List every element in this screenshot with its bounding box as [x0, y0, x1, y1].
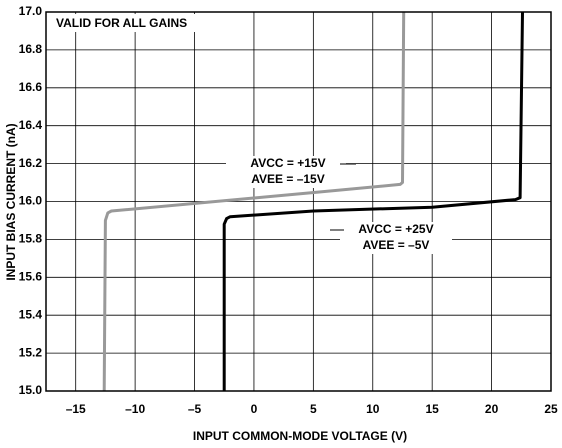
note: VALID FOR ALL GAINS — [56, 16, 187, 30]
x-tick-label: 5 — [310, 402, 317, 416]
y-tick-label: 16.8 — [19, 42, 43, 56]
series-label: AVCC = +25V — [358, 222, 433, 236]
plot-frame — [45, 11, 552, 392]
grid — [46, 11, 552, 392]
x-tick-label: –5 — [188, 402, 202, 416]
x-tick-label: 20 — [485, 402, 499, 416]
y-tick-label: 15.4 — [19, 307, 43, 321]
y-tick-label: 15.2 — [19, 345, 43, 359]
lines — [102, 11, 524, 392]
x-tick-label: 15 — [425, 402, 439, 416]
y-tick-label: 16.2 — [19, 156, 43, 170]
series-line — [102, 11, 406, 392]
x-tick-label: 10 — [366, 402, 380, 416]
x-tick-label: 0 — [251, 402, 258, 416]
series-label: AVEE = –5V — [363, 238, 430, 252]
y-tick-label: 16.4 — [19, 118, 43, 132]
y-axis-title: INPUT BIAS CURRENT (nA) — [4, 123, 18, 280]
series-line — [222, 11, 524, 391]
y-tick-label: 15.6 — [19, 269, 43, 283]
y-tick-label: 16.0 — [19, 194, 43, 208]
y-tick-label: 16.6 — [19, 80, 43, 94]
series-label: AVEE = –15V — [251, 172, 325, 186]
label-background — [226, 156, 346, 188]
x-tick-label: –15 — [66, 402, 86, 416]
label-background — [340, 222, 452, 254]
x-axis-title: INPUT COMMON-MODE VOLTAGE (V) — [193, 429, 407, 443]
note-background — [50, 14, 210, 32]
y-tick-label: 15.8 — [19, 232, 43, 246]
series-label: AVCC = +15V — [250, 156, 325, 170]
y-tick-label: 17.0 — [19, 4, 43, 18]
x-tick-label: 25 — [544, 402, 558, 416]
x-tick-label: –10 — [125, 402, 145, 416]
y-tick-label: 15.0 — [19, 383, 43, 397]
